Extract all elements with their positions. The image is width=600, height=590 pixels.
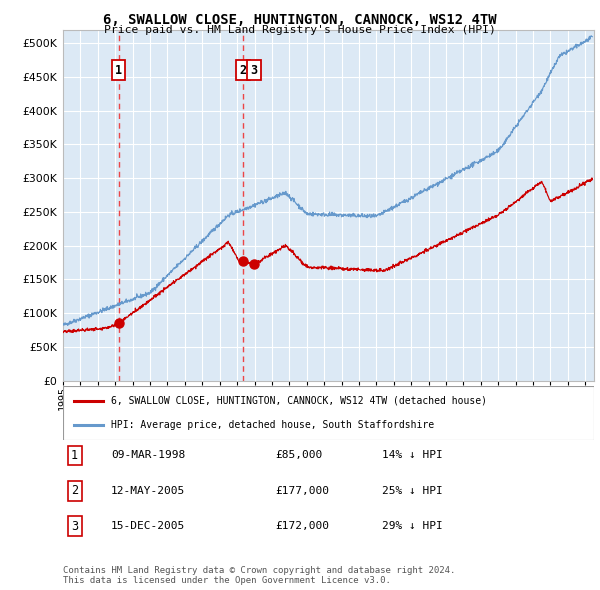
Text: Contains HM Land Registry data © Crown copyright and database right 2024.
This d: Contains HM Land Registry data © Crown c…	[63, 566, 455, 585]
FancyBboxPatch shape	[63, 386, 594, 440]
Text: 2: 2	[71, 484, 78, 497]
Text: 09-MAR-1998: 09-MAR-1998	[111, 451, 185, 460]
Text: 15-DEC-2005: 15-DEC-2005	[111, 522, 185, 531]
Text: £177,000: £177,000	[275, 486, 329, 496]
Text: £85,000: £85,000	[275, 451, 323, 460]
Text: HPI: Average price, detached house, South Staffordshire: HPI: Average price, detached house, Sout…	[111, 420, 434, 430]
Text: 14% ↓ HPI: 14% ↓ HPI	[382, 451, 442, 460]
Text: £172,000: £172,000	[275, 522, 329, 531]
Text: 1: 1	[71, 449, 78, 462]
Text: 1: 1	[115, 64, 122, 77]
Text: 3: 3	[71, 520, 78, 533]
Text: Price paid vs. HM Land Registry's House Price Index (HPI): Price paid vs. HM Land Registry's House …	[104, 25, 496, 35]
Text: 29% ↓ HPI: 29% ↓ HPI	[382, 522, 442, 531]
Text: 25% ↓ HPI: 25% ↓ HPI	[382, 486, 442, 496]
Text: 6, SWALLOW CLOSE, HUNTINGTON, CANNOCK, WS12 4TW: 6, SWALLOW CLOSE, HUNTINGTON, CANNOCK, W…	[103, 13, 497, 27]
Text: 12-MAY-2005: 12-MAY-2005	[111, 486, 185, 496]
Text: 3: 3	[250, 64, 257, 77]
Text: 2: 2	[240, 64, 247, 77]
Text: 6, SWALLOW CLOSE, HUNTINGTON, CANNOCK, WS12 4TW (detached house): 6, SWALLOW CLOSE, HUNTINGTON, CANNOCK, W…	[111, 396, 487, 406]
